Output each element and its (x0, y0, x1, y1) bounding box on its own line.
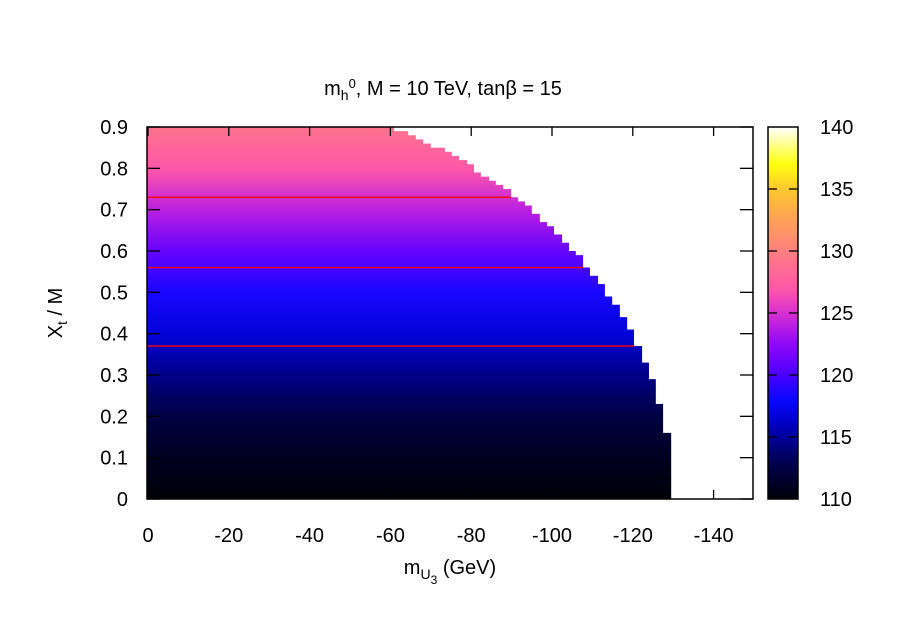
y-tick-label: 0.6 (100, 241, 128, 263)
heatmap-cell-row (147, 226, 555, 235)
y-tick-label: 0 (117, 489, 128, 511)
heatmap-cell-row (147, 201, 525, 207)
heatmap-cell-row (147, 176, 489, 182)
heatmap-cell-row (147, 317, 628, 331)
heatmap-cell-row (147, 284, 605, 297)
colorbar-tick-label: 135 (820, 179, 853, 201)
heatmap-cell-row (147, 139, 424, 145)
heatmap-cell-row (147, 234, 563, 244)
contour-lines (147, 196, 635, 347)
heatmap-cell-row (147, 197, 519, 202)
y-tick-label: 0.1 (100, 448, 128, 470)
colorbar-ticks: 110 115 120 125 130 135 140 (768, 117, 853, 511)
heatmap-cell-row (147, 147, 445, 153)
heatmap-cell-row (147, 304, 620, 318)
heatmap-cell-row (147, 127, 395, 132)
heatmap-cell-row (147, 189, 512, 198)
colorbar-tick-label: 120 (820, 365, 853, 387)
heatmap-cell-row (147, 164, 475, 173)
heatmap-cell-row (147, 362, 649, 380)
x-tick-label: -20 (214, 525, 243, 547)
colorbar-tick-label: 125 (820, 303, 853, 325)
x-tick-label: -60 (376, 525, 405, 547)
heatmap-cell-row (147, 151, 452, 157)
heatmap-cell-row (147, 160, 468, 165)
colorbar-tick-label: 130 (820, 241, 853, 263)
heatmap-cell-row (147, 255, 584, 269)
heatmap-cell-row (147, 143, 431, 149)
heatmap-cell-row (147, 213, 540, 223)
x-tick-label: -120 (613, 525, 653, 547)
x-axis-ticks: 0 -20 -40 -60 -80 -100 -120 -140 (142, 127, 734, 547)
x-axis-label: mU3 (GeV) (404, 557, 496, 587)
heatmap-cell-row (147, 379, 656, 405)
heatmap-cell-row (147, 131, 409, 136)
heatmap-cell-row (147, 296, 613, 306)
x-tick-label: 0 (142, 525, 153, 547)
heatmap-cell-row (147, 329, 635, 347)
colorbar-tick-label: 115 (820, 427, 852, 449)
x-tick-label: -100 (532, 525, 572, 547)
y-tick-label: 0.4 (100, 324, 128, 346)
heatmap-cell-row (147, 180, 496, 186)
heatmap-cell-row (147, 432, 672, 500)
y-tick-label: 0.7 (100, 200, 128, 222)
heatmap-cell-row (147, 135, 416, 140)
x-tick-label: -40 (295, 525, 324, 547)
heatmap-cell-row (147, 242, 569, 252)
y-tick-label: 0.8 (100, 158, 128, 180)
plot-frame (146, 126, 754, 500)
heatmap-cell-row (147, 222, 548, 227)
heatmap-cell-row (147, 346, 643, 364)
heatmap-cell-row (147, 172, 481, 178)
x-tick-label: -80 (457, 525, 486, 547)
colorbar-tick-label: 110 (820, 489, 852, 511)
heatmap-cell-row (147, 155, 460, 161)
y-tick-label: 0.9 (100, 117, 128, 139)
y-tick-label: 0.2 (100, 406, 128, 428)
heatmap-cell-row (147, 184, 504, 190)
y-tick-label: 0.5 (100, 282, 128, 304)
heatmap-cells (147, 127, 672, 500)
colorbar-tick-label: 140 (820, 117, 853, 139)
x-tick-label: -140 (694, 525, 734, 547)
heatmap-cell-row (147, 403, 664, 434)
heatmap-cell-row (147, 251, 576, 256)
heatmap-cell-row (147, 275, 599, 285)
y-axis-ticks: 0 0.1 0.2 0.3 0.4 0.5 0.6 0.7 0.8 0.9 (100, 117, 753, 511)
heatmap-cell-row (147, 205, 532, 215)
chart-title: mh0, M = 10 TeV, tanβ = 15 (324, 76, 562, 103)
y-tick-label: 0.3 (100, 365, 128, 387)
y-axis-label: Xt / M (45, 288, 70, 339)
heatmap-cell-row (147, 267, 590, 277)
